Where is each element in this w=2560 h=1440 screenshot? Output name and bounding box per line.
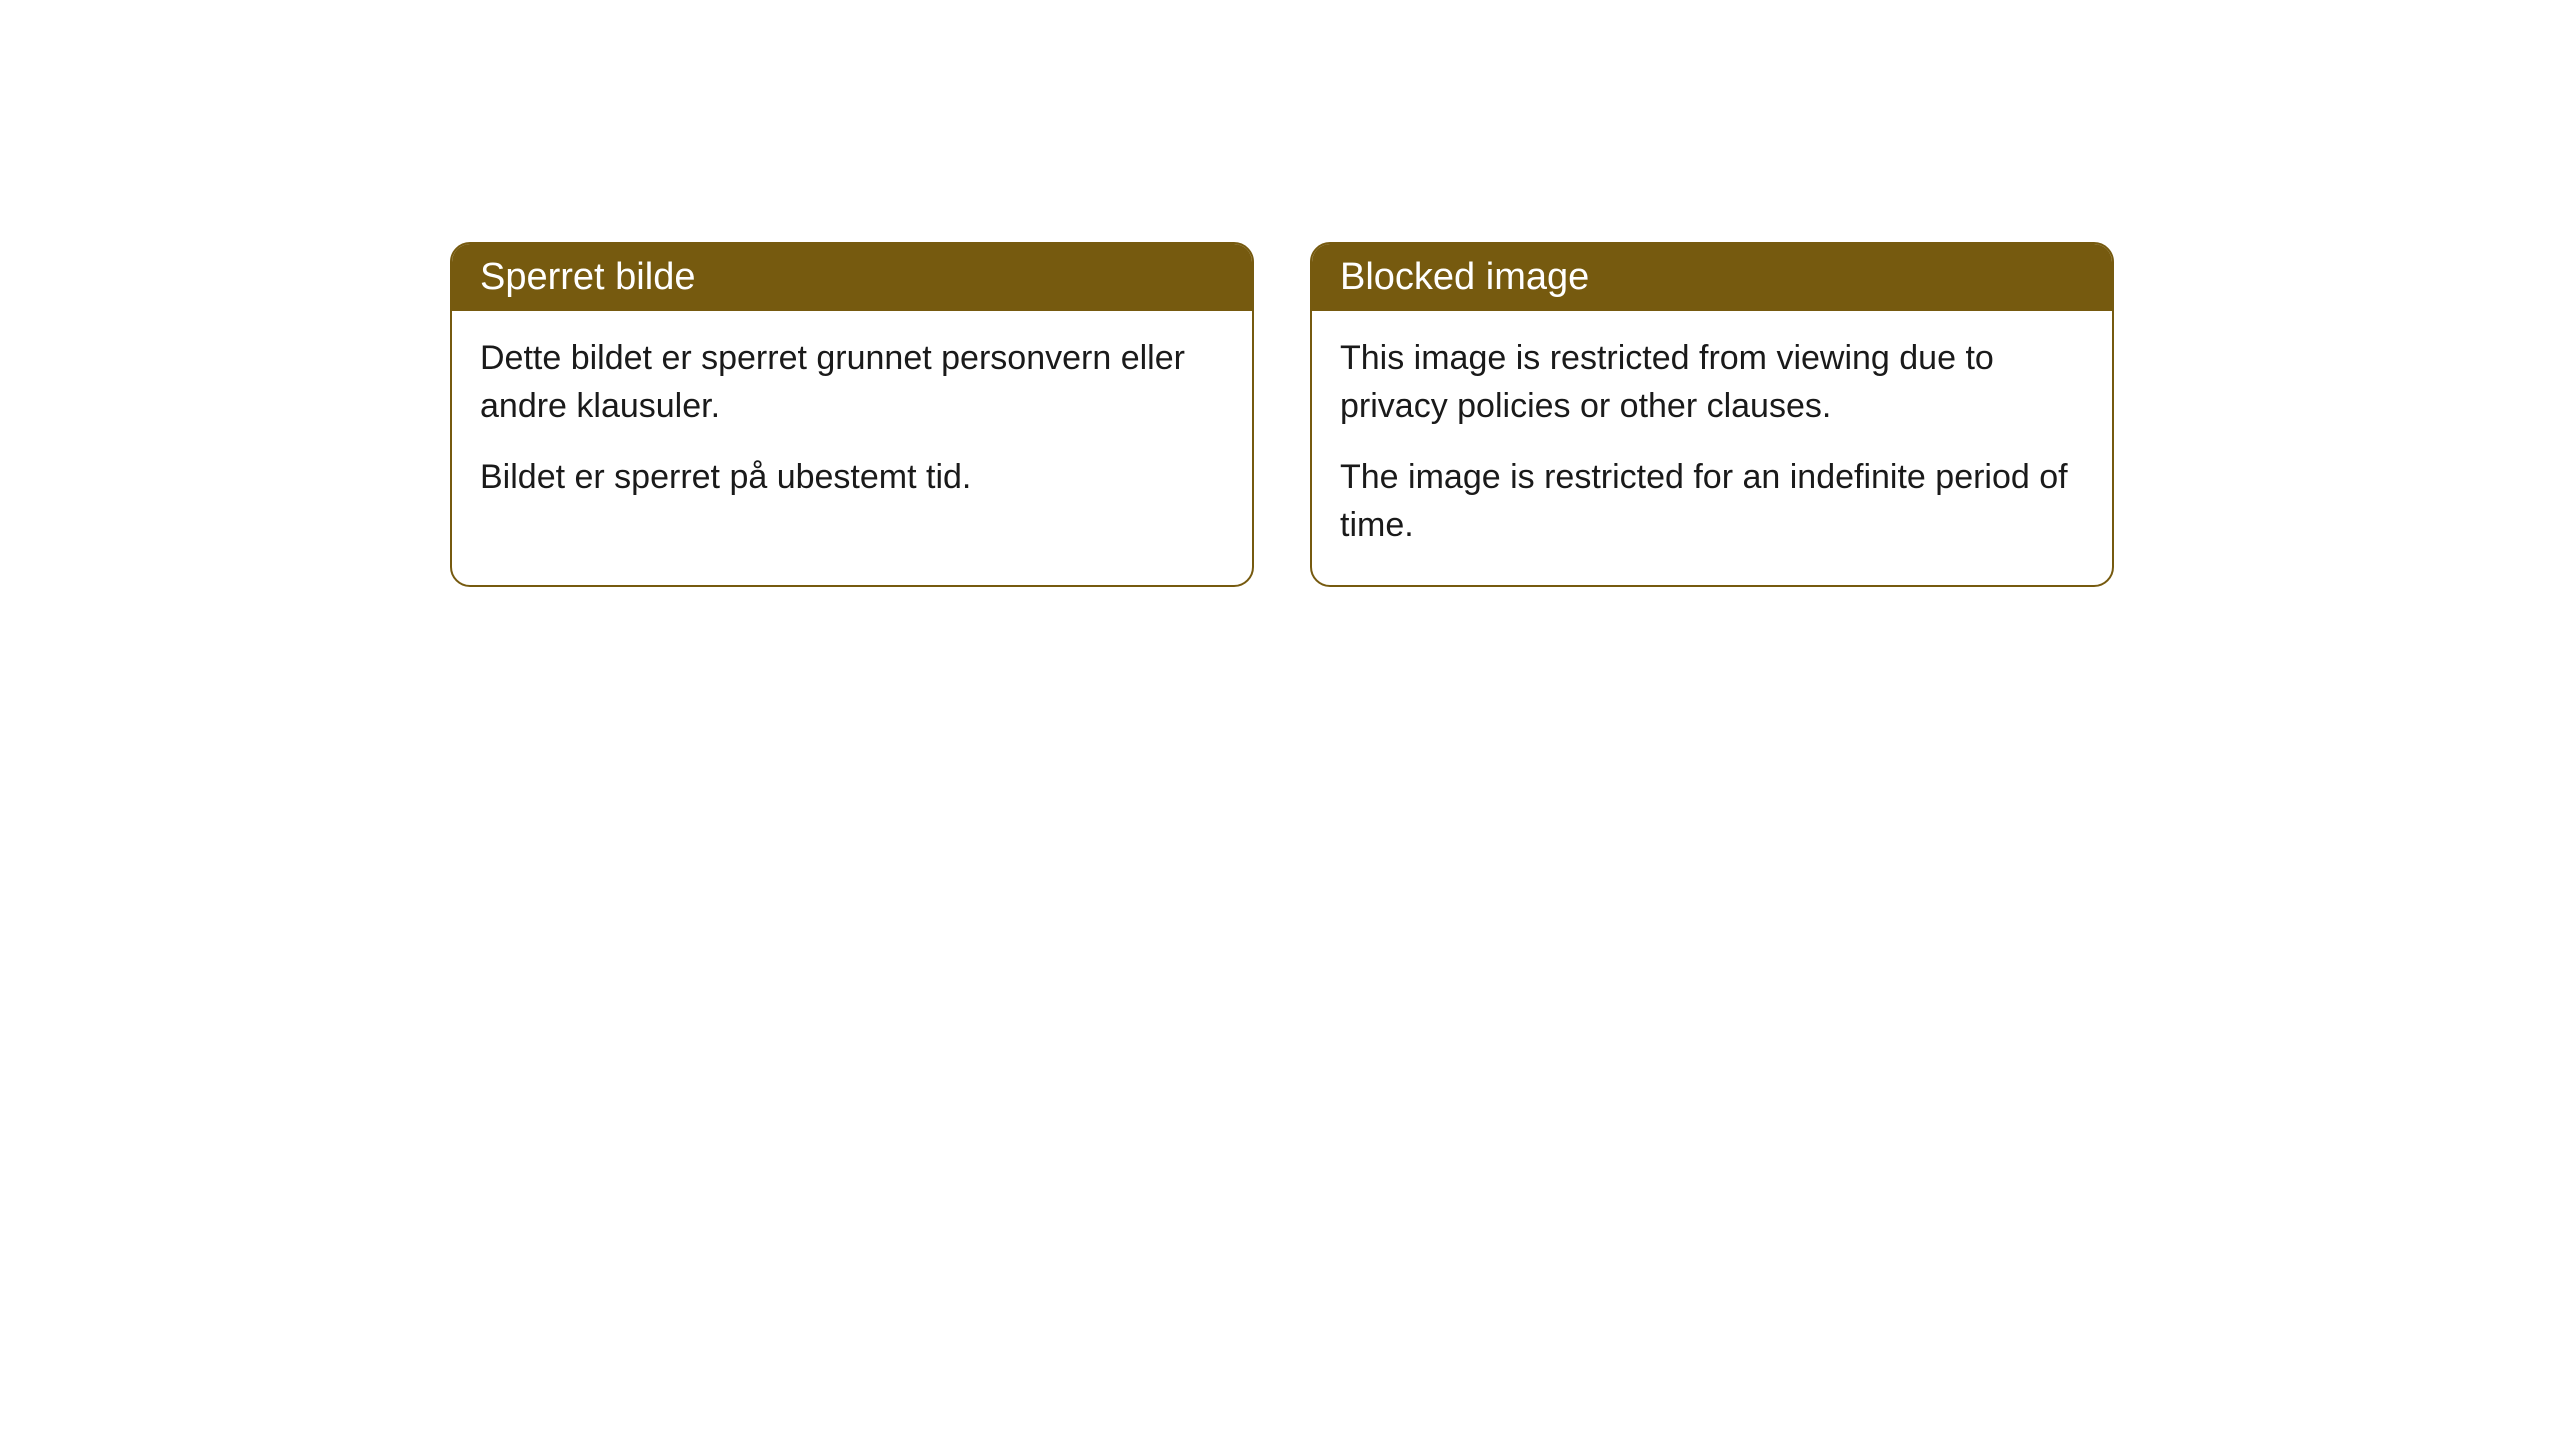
card-title: Blocked image xyxy=(1340,256,1589,298)
notice-cards-container: Sperret bilde Dette bildet er sperret gr… xyxy=(450,242,2114,587)
blocked-image-card-english: Blocked image This image is restricted f… xyxy=(1310,242,2114,587)
card-header: Blocked image xyxy=(1312,244,2112,311)
card-title: Sperret bilde xyxy=(480,256,695,298)
card-body: Dette bildet er sperret grunnet personve… xyxy=(452,311,1252,538)
card-paragraph: This image is restricted from viewing du… xyxy=(1340,335,2084,430)
blocked-image-card-norwegian: Sperret bilde Dette bildet er sperret gr… xyxy=(450,242,1254,587)
card-header: Sperret bilde xyxy=(452,244,1252,311)
card-paragraph: Dette bildet er sperret grunnet personve… xyxy=(480,335,1224,430)
card-body: This image is restricted from viewing du… xyxy=(1312,311,2112,585)
card-paragraph: Bildet er sperret på ubestemt tid. xyxy=(480,454,1224,502)
card-paragraph: The image is restricted for an indefinit… xyxy=(1340,454,2084,549)
